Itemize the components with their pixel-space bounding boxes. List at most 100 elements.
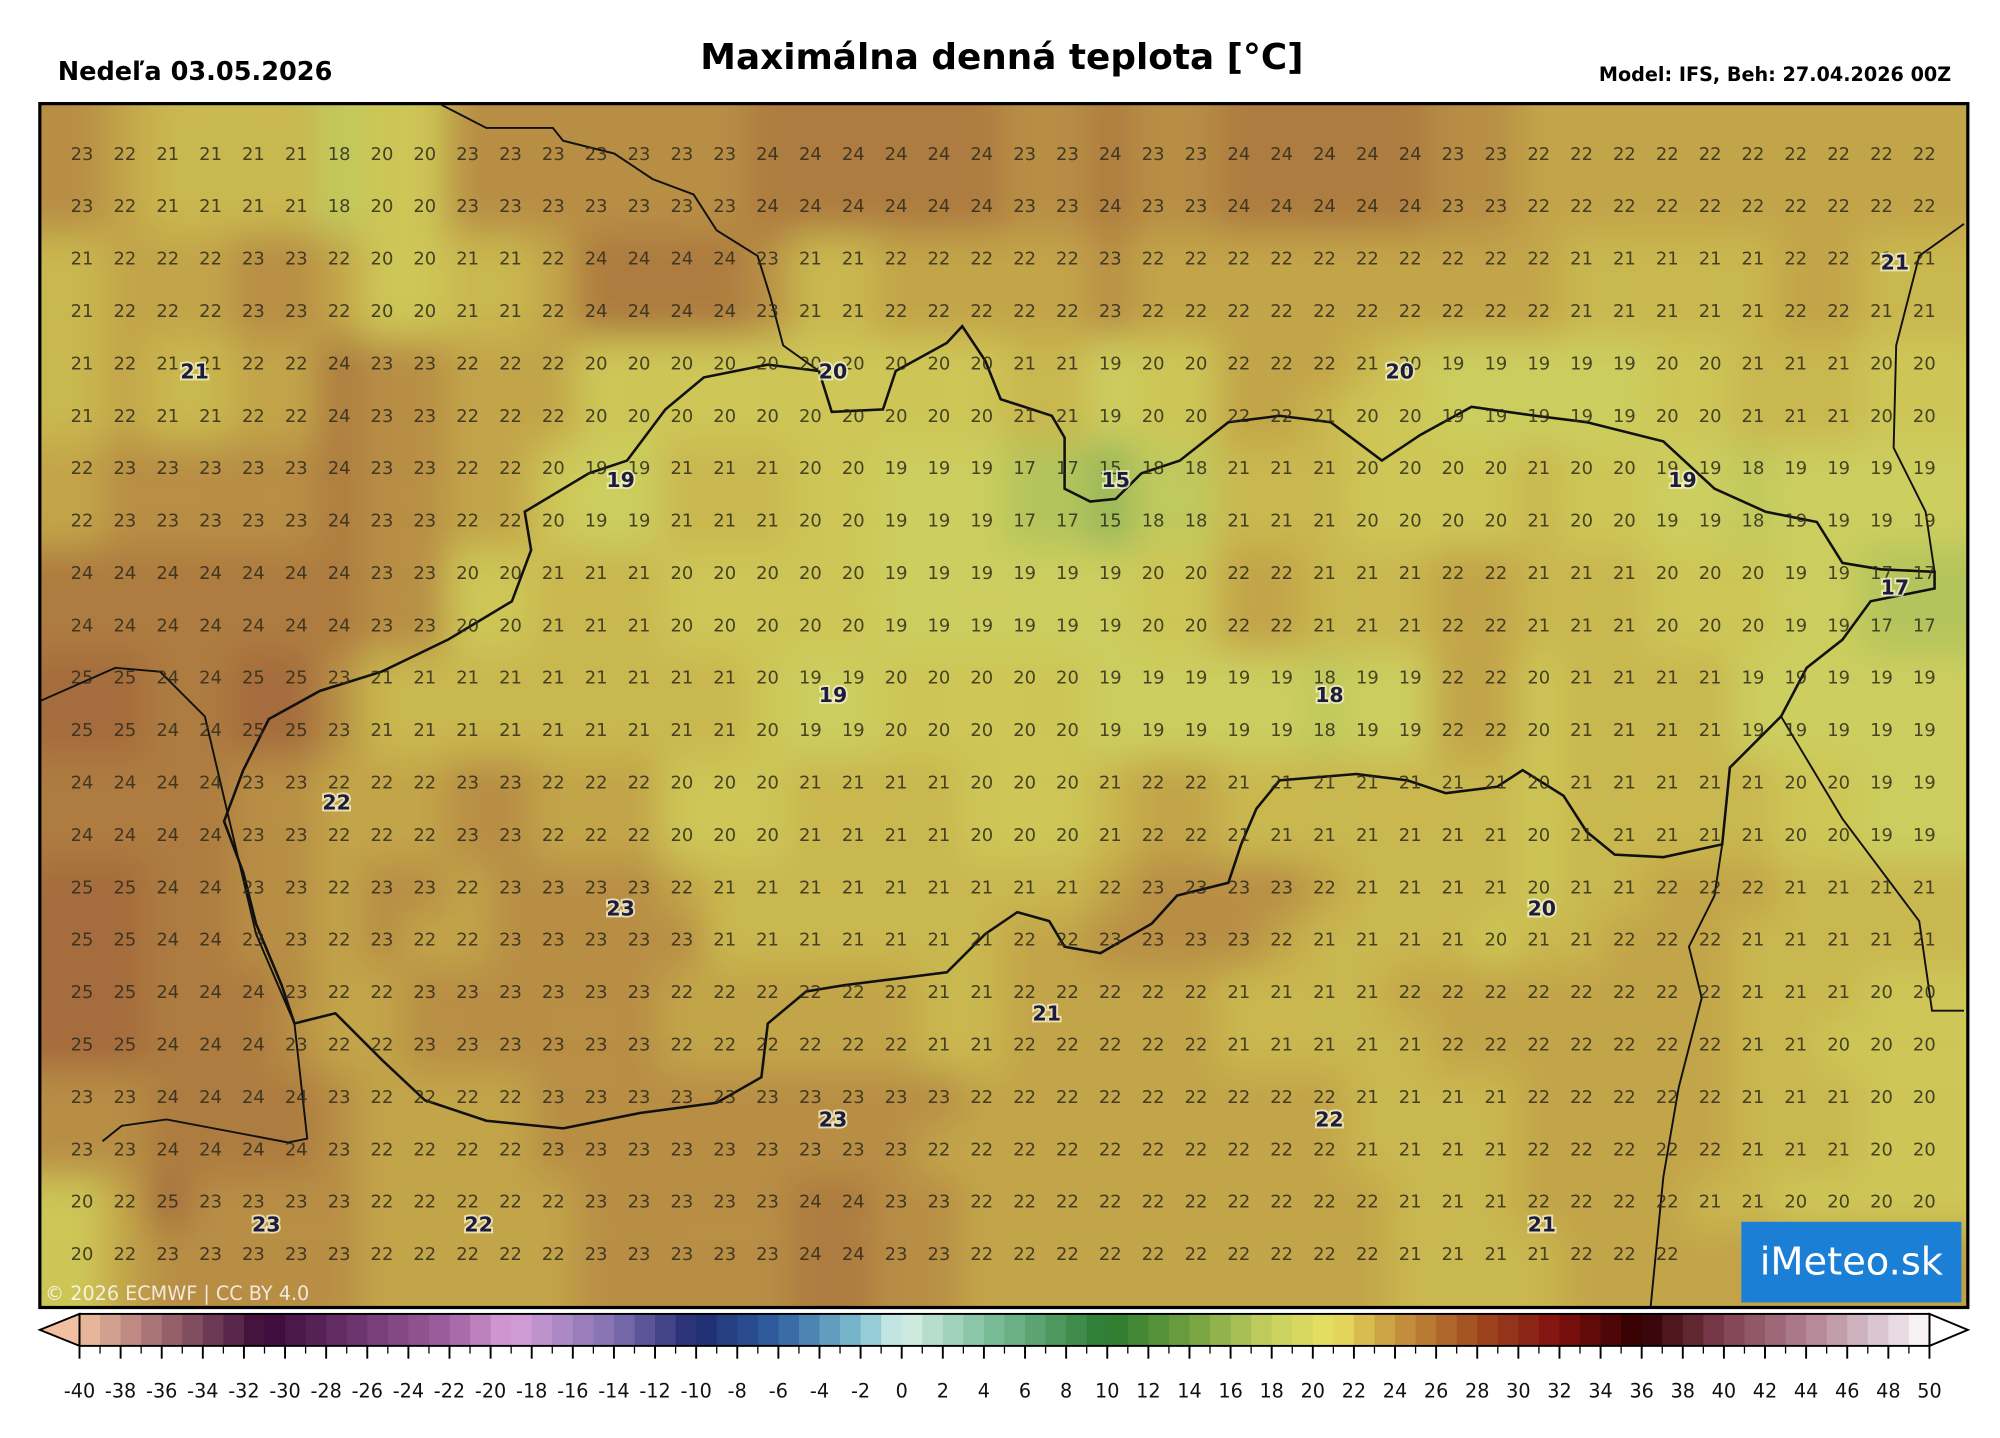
grid-value: 23	[413, 877, 436, 898]
grid-value: 22	[1227, 353, 1250, 374]
field-cell	[274, 1124, 318, 1177]
field-cell	[1303, 180, 1346, 234]
field-cell	[1260, 652, 1304, 705]
field-cell	[317, 704, 361, 758]
grid-value: 23	[585, 144, 608, 165]
field-cell	[1388, 1071, 1432, 1125]
field-cell	[1474, 233, 1518, 286]
grid-value: 24	[114, 825, 137, 846]
grid-value: 21	[285, 196, 308, 217]
field-cell	[1303, 338, 1346, 391]
grid-value: 24	[885, 196, 908, 217]
grid-value: 21	[199, 196, 222, 217]
field-cell	[960, 1228, 1004, 1308]
field-cell	[360, 1176, 404, 1229]
field-cell	[1046, 1124, 1089, 1177]
grid-value: 24	[842, 196, 865, 217]
grid-value: 22	[328, 249, 351, 270]
colorbar-tick-label: -34	[187, 1379, 218, 1402]
field-cell	[1688, 1124, 1732, 1177]
field-cell	[489, 862, 532, 915]
grid-value: 19	[1527, 406, 1550, 427]
grid-value: 21	[1742, 1034, 1765, 1055]
field-cell	[146, 442, 190, 496]
grid-value: 22	[1142, 982, 1165, 1003]
field-cell	[1817, 442, 1861, 496]
field-cell	[617, 338, 661, 391]
field-cell	[1217, 547, 1261, 601]
field-cell	[1431, 180, 1475, 234]
grid-value: 23	[285, 1244, 308, 1265]
field-cell	[446, 652, 490, 705]
grid-value: 24	[156, 773, 179, 794]
grid-value: 21	[1356, 353, 1379, 374]
grid-value: 21	[1656, 301, 1679, 322]
colorbar-segment	[593, 1313, 615, 1346]
grid-value: 24	[756, 196, 779, 217]
grid-value: 23	[799, 1087, 822, 1108]
field-cell	[617, 1019, 661, 1072]
grid-value: 21	[1613, 668, 1636, 689]
grid-value: 23	[670, 1244, 693, 1265]
grid-value: 21	[1570, 930, 1593, 951]
grid-value: 23	[928, 1087, 951, 1108]
field-cell	[146, 233, 190, 286]
field-cell	[1603, 1071, 1646, 1125]
field-cell	[1260, 862, 1304, 915]
grid-value: 23	[928, 1192, 951, 1213]
grid-value: 21	[1827, 1087, 1850, 1108]
grid-value: 22	[1142, 1139, 1165, 1160]
grid-value: 21	[1099, 773, 1122, 794]
field-cell	[1645, 180, 1689, 234]
field-cell	[874, 704, 918, 758]
field-cell	[274, 757, 318, 810]
grid-value: 17	[1913, 615, 1936, 636]
grid-value: 22	[1013, 249, 1036, 270]
grid-value: 21	[1827, 353, 1850, 374]
field-cell	[232, 180, 275, 234]
colorbar-segment	[778, 1313, 800, 1346]
grid-value: 21	[1570, 773, 1593, 794]
grid-value: 22	[885, 982, 908, 1003]
colorbar-segment	[1271, 1313, 1293, 1346]
field-cell	[960, 862, 1004, 915]
grid-value: 19	[1870, 511, 1893, 532]
field-cell	[1088, 495, 1132, 548]
grid-value: 20	[799, 615, 822, 636]
grid-value: 20	[456, 615, 479, 636]
field-cell	[1645, 233, 1689, 286]
grid-value: 23	[670, 1087, 693, 1108]
grid-value: 22	[328, 773, 351, 794]
field-cell	[1645, 442, 1689, 496]
grid-value: 21	[1270, 1034, 1293, 1055]
field-cell	[746, 600, 789, 653]
field-cell	[1131, 757, 1175, 810]
field-cell	[1303, 442, 1346, 496]
model-label: Model: IFS, Beh: 27.04.2026 00Z	[1599, 63, 1951, 86]
grid-value: 23	[499, 930, 522, 951]
grid-value: 21	[585, 615, 608, 636]
grid-value: 21	[1570, 668, 1593, 689]
colorbar-segment	[1621, 1313, 1643, 1346]
field-cell	[446, 233, 490, 286]
grid-value: 21	[1099, 825, 1122, 846]
grid-value: 23	[499, 1034, 522, 1055]
grid-value: 23	[413, 615, 436, 636]
grid-value: 21	[1442, 1139, 1465, 1160]
grid-value: 21	[1613, 301, 1636, 322]
grid-value: 24	[713, 301, 736, 322]
field-cell	[360, 757, 404, 810]
grid-value: 23	[328, 720, 351, 741]
grid-value: 20	[1442, 511, 1465, 532]
field-cell	[1517, 442, 1561, 496]
field-cell	[917, 1124, 961, 1177]
grid-value: 23	[199, 1192, 222, 1213]
field-cell	[917, 1228, 961, 1308]
grid-value: 23	[756, 301, 779, 322]
grid-value: 22	[328, 877, 351, 898]
field-cell	[232, 103, 275, 181]
grid-value: 22	[585, 773, 608, 794]
field-cell	[960, 809, 1004, 863]
field-cell	[831, 757, 875, 810]
field-cell	[103, 285, 147, 339]
